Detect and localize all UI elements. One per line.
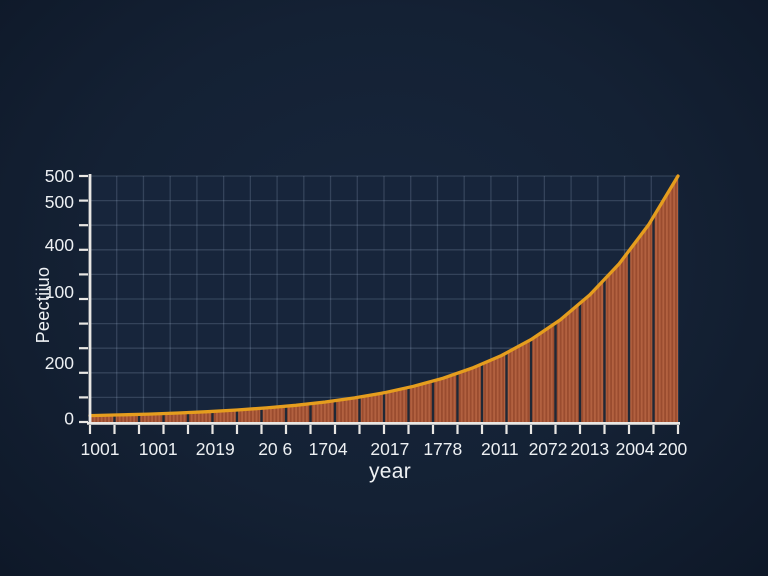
x-tick-label: 1704 xyxy=(309,439,348,459)
y-tick-labels: 500 500 400 100 200 0 xyxy=(45,166,74,428)
y-tick-label: 200 xyxy=(45,353,74,373)
growth-curve xyxy=(88,174,680,418)
x-tick-label: 1001 xyxy=(139,439,178,459)
x-tick-labels: 1001 1001 2019 20 6 1704 2017 1778 2011 2072 2013… xyxy=(81,439,688,459)
x-axis-title: year xyxy=(368,460,412,483)
x-tick-label: 1778 xyxy=(423,439,462,459)
x-tick-label: 1001 xyxy=(81,439,120,459)
x-tick-label: 2019 xyxy=(196,439,235,459)
y-tick-label: 0 xyxy=(64,408,74,428)
x-tick-label: 20 6 xyxy=(258,439,292,459)
y-tick-label: 400 xyxy=(45,235,74,255)
x-tick-label: 2017 xyxy=(370,439,409,459)
y-tick-label: 500 xyxy=(45,192,74,212)
x-tick-label: 2004 xyxy=(616,439,655,459)
y-tick-label: 500 xyxy=(45,166,74,186)
x-tick-label: 2072 xyxy=(529,439,568,459)
x-tick-label: 2013 xyxy=(570,439,609,459)
tick-marks xyxy=(79,174,680,434)
x-tick-label: 2011 xyxy=(481,439,519,459)
axes xyxy=(87,174,680,425)
y-tick-label: 100 xyxy=(45,282,74,302)
x-tick-label: 200 xyxy=(658,439,687,459)
y-axis-title: Peectiiuo xyxy=(33,266,53,344)
